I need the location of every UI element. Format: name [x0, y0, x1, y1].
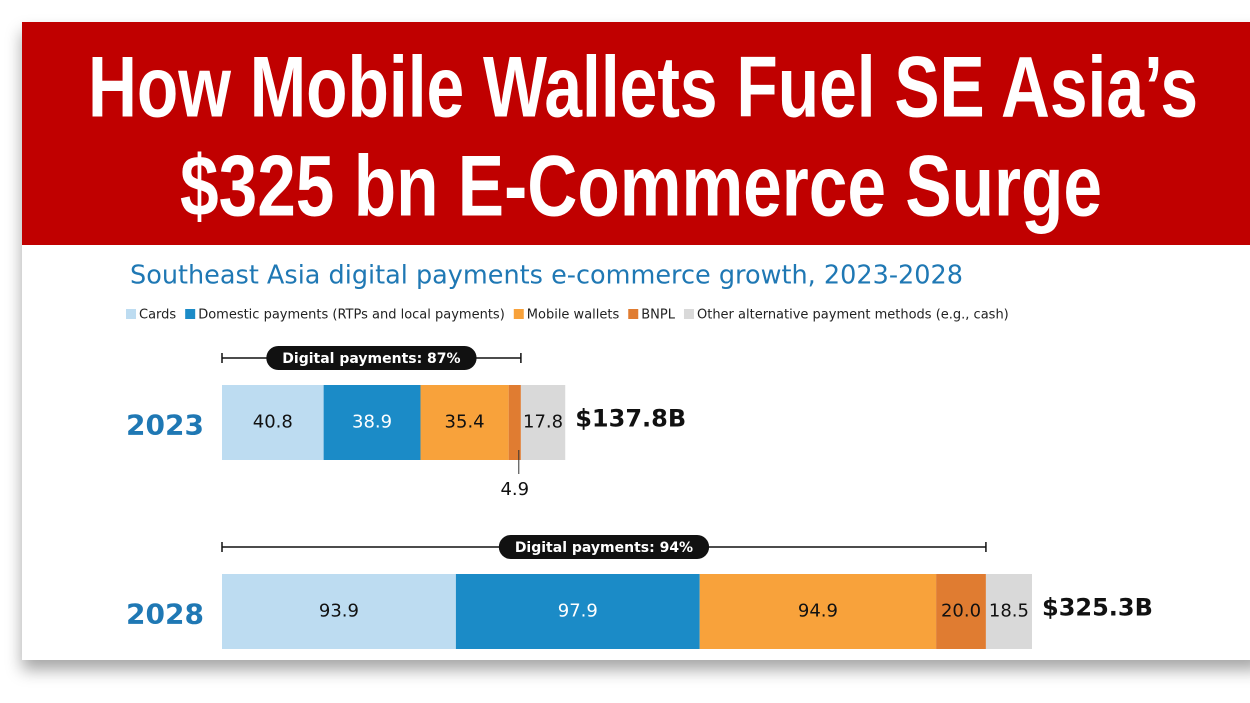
category-label: 2023 [126, 409, 204, 442]
subtitle: Southeast Asia digital payments e-commer… [130, 261, 963, 291]
value-label: 40.8 [253, 412, 293, 433]
digital-share-label: Digital payments: 87% [282, 351, 460, 367]
title-line: How Mobile Wallets Fuel SE Asia’s [88, 40, 1198, 136]
digital-share-label: Digital payments: 94% [515, 540, 693, 556]
bar-segment [985, 574, 1032, 649]
value-label: 17.8 [523, 412, 563, 433]
legend-label: Cards [139, 308, 176, 323]
bar-segment [699, 574, 937, 649]
legend-label: Other alternative payment methods (e.g.,… [697, 308, 1009, 323]
category-label: 2028 [126, 598, 204, 631]
bar-segment [323, 385, 421, 460]
legend-label: Domestic payments (RTPs and local paymen… [198, 308, 505, 323]
title-line: $325 bn E-Commerce Surge [180, 139, 1102, 235]
value-label: 94.9 [798, 601, 838, 622]
total-label: $137.8B [575, 405, 686, 433]
bar-segment [222, 385, 324, 460]
value-label: 38.9 [352, 412, 392, 433]
value-label: 4.9 [500, 479, 529, 500]
legend-swatch [185, 309, 196, 319]
value-label: 20.0 [941, 601, 981, 622]
legend-swatch [126, 309, 136, 319]
bracket-pill [266, 346, 477, 370]
bracket-pill [498, 535, 710, 559]
legend-label: Mobile wallets [527, 308, 620, 323]
value-label: 18.5 [989, 601, 1029, 622]
bar-segment [936, 574, 986, 649]
total-label: $325.3B [1042, 594, 1153, 622]
banner [22, 22, 1250, 245]
value-label: 35.4 [445, 412, 485, 433]
bar-segment [420, 385, 509, 460]
legend-label: BNPL [641, 308, 675, 323]
value-label: 97.9 [558, 601, 598, 622]
bar-segment [508, 385, 521, 460]
value-label: 93.9 [319, 601, 359, 622]
bar-segment [222, 574, 456, 649]
bar-segment [520, 385, 566, 460]
legend-swatch [683, 309, 694, 319]
legend-swatch [628, 309, 639, 319]
legend-swatch [513, 309, 524, 319]
bar-segment [455, 574, 700, 649]
